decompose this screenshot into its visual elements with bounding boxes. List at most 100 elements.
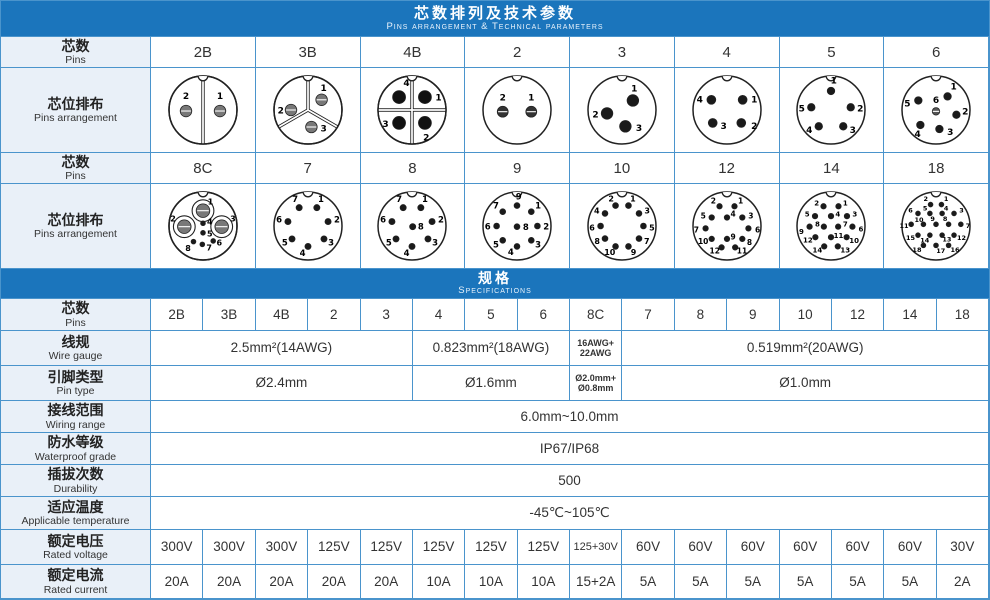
svg-text:8: 8 <box>815 221 820 229</box>
spec-row-label-durability: 插拔次数 Durability <box>1 465 151 497</box>
svg-text:5: 5 <box>700 211 705 220</box>
svg-text:11: 11 <box>736 247 746 256</box>
svg-text:3: 3 <box>947 128 953 138</box>
spec-cell: 15+2A <box>570 565 623 599</box>
spec-cell: 0.823mm²(18AWG) <box>412 331 570 366</box>
svg-text:5: 5 <box>799 104 805 114</box>
svg-text:1: 1 <box>631 85 637 95</box>
svg-text:3: 3 <box>720 122 726 132</box>
spec-cell: Ø2.0mm+ Ø0.8mm <box>570 366 623 401</box>
svg-text:5: 5 <box>805 210 810 218</box>
pins-col-header-2: 2 <box>465 37 570 68</box>
svg-text:3: 3 <box>850 126 856 136</box>
svg-text:2: 2 <box>170 215 176 224</box>
svg-text:2: 2 <box>500 93 506 103</box>
connector-svg-4: 4 1 3 2 <box>691 75 762 145</box>
spec-cell: 16AWG+ 22AWG <box>570 331 623 366</box>
spec-row-label-wire-gauge-en: Wire gauge <box>48 350 103 363</box>
svg-text:1: 1 <box>208 198 214 207</box>
svg-text:8: 8 <box>185 244 191 253</box>
svg-text:5: 5 <box>282 239 288 249</box>
svg-text:10: 10 <box>698 237 708 246</box>
connector-svg-3: 1 2 3 <box>587 75 657 145</box>
svg-text:3: 3 <box>853 210 858 218</box>
svg-text:15: 15 <box>906 234 916 242</box>
svg-text:7: 7 <box>493 201 499 211</box>
svg-text:7: 7 <box>966 222 971 230</box>
spec-cell: 5A <box>727 565 780 599</box>
pins-col-header-7: 7 <box>255 153 361 184</box>
spec-row-label-wiring-range-en: Wiring range <box>45 418 106 431</box>
spec-row-label-applicable-temperature: 适应温度 Applicable temperature <box>1 497 151 530</box>
spec-cell: Ø2.4mm <box>151 366 413 401</box>
svg-text:2: 2 <box>424 134 430 144</box>
spec-cell: 300V <box>255 530 309 565</box>
svg-text:1: 1 <box>751 95 757 105</box>
svg-text:18: 18 <box>913 246 923 254</box>
svg-text:12: 12 <box>957 234 966 242</box>
svg-text:7: 7 <box>292 195 298 205</box>
svg-text:17: 17 <box>936 247 945 255</box>
svg-text:6: 6 <box>933 96 939 106</box>
connector-diagram-18: 2 1 6 5 4 3 11 10 9 8 7 15 14 13 12 18 17 16 <box>884 184 989 269</box>
svg-text:1: 1 <box>528 93 534 103</box>
svg-text:1: 1 <box>320 84 326 94</box>
svg-text:7: 7 <box>396 195 402 205</box>
spec-cell: 20A <box>308 565 361 599</box>
row-label-pins-1-en: Pins <box>65 170 86 183</box>
spec-cell: 125V <box>465 530 518 565</box>
spec-cell: IP67/IP68 <box>151 433 989 465</box>
svg-text:4: 4 <box>404 249 410 259</box>
spec-pins-cell-2B: 2B <box>151 299 204 331</box>
spec-cell: 60V <box>674 530 728 565</box>
spec-row-label-waterproof-grade-zh: 防水等级 <box>47 434 104 451</box>
svg-text:1: 1 <box>318 195 324 205</box>
pins-col-header-10: 10 <box>570 153 675 184</box>
svg-text:9: 9 <box>930 215 935 223</box>
svg-text:5: 5 <box>904 100 910 110</box>
svg-text:8: 8 <box>746 238 751 247</box>
connector-diagram-12: 2 1 5 4 3 7 6 10 9 8 12 11 <box>674 184 780 269</box>
row-label-arrangement-1-en: Pins arrangement <box>34 228 117 241</box>
svg-text:2: 2 <box>710 196 715 205</box>
spec-row-label-wiring-range-zh: 接线范围 <box>47 402 104 419</box>
spec-pins-cell-10: 10 <box>779 299 832 331</box>
spec-pins-cell-3B: 3B <box>203 299 256 331</box>
spec-row-label-wiring-range: 接线范围 Wiring range <box>1 401 151 433</box>
spec-cell: Ø1.0mm <box>622 366 989 401</box>
connector-diagram-14: 2 1 5 4 3 9 8 7 6 12 11 10 14 13 <box>779 184 885 269</box>
svg-text:2: 2 <box>183 92 189 102</box>
connector-diagram-4: 4 1 3 2 <box>674 68 780 153</box>
svg-text:6: 6 <box>589 224 595 233</box>
specs-title-en: Specifications <box>458 285 532 297</box>
svg-text:3: 3 <box>748 211 753 220</box>
svg-text:1: 1 <box>944 195 949 203</box>
svg-text:7: 7 <box>644 237 650 246</box>
arrangement-title-en: Pins arrangement & Technical parameters <box>386 20 604 32</box>
pins-col-header-4: 4 <box>674 37 780 68</box>
spec-row-label-durability-en: Durability <box>53 482 98 495</box>
spec-row-label-pins-en: Pins <box>65 316 86 329</box>
spec-pins-cell-2: 2 <box>308 299 361 331</box>
spec-row-label-rated-current-zh: 额定电流 <box>47 567 104 584</box>
svg-text:8: 8 <box>523 223 529 233</box>
pins-col-header-5: 5 <box>779 37 885 68</box>
spec-cell: Ø1.6mm <box>412 366 570 401</box>
pins-col-header-4B: 4B <box>360 37 466 68</box>
spec-row-label-rated-voltage: 额定电压 Rated voltage <box>1 530 151 565</box>
spec-cell: 6.0mm~10.0mm <box>151 401 989 433</box>
svg-text:2: 2 <box>334 216 340 226</box>
svg-text:6: 6 <box>381 216 387 226</box>
row-label-arrangement-1-zh: 芯位排布 <box>47 211 104 228</box>
svg-text:4: 4 <box>696 95 702 105</box>
svg-text:2: 2 <box>751 122 757 132</box>
svg-text:2: 2 <box>592 110 598 120</box>
pins-col-header-9: 9 <box>465 153 570 184</box>
spec-row-label-waterproof-grade-en: Waterproof grade <box>34 450 117 463</box>
spec-row-label-pins-zh: 芯数 <box>61 300 90 317</box>
svg-text:3: 3 <box>230 215 236 224</box>
svg-text:11: 11 <box>900 222 910 230</box>
spec-cell: 10A <box>412 565 466 599</box>
